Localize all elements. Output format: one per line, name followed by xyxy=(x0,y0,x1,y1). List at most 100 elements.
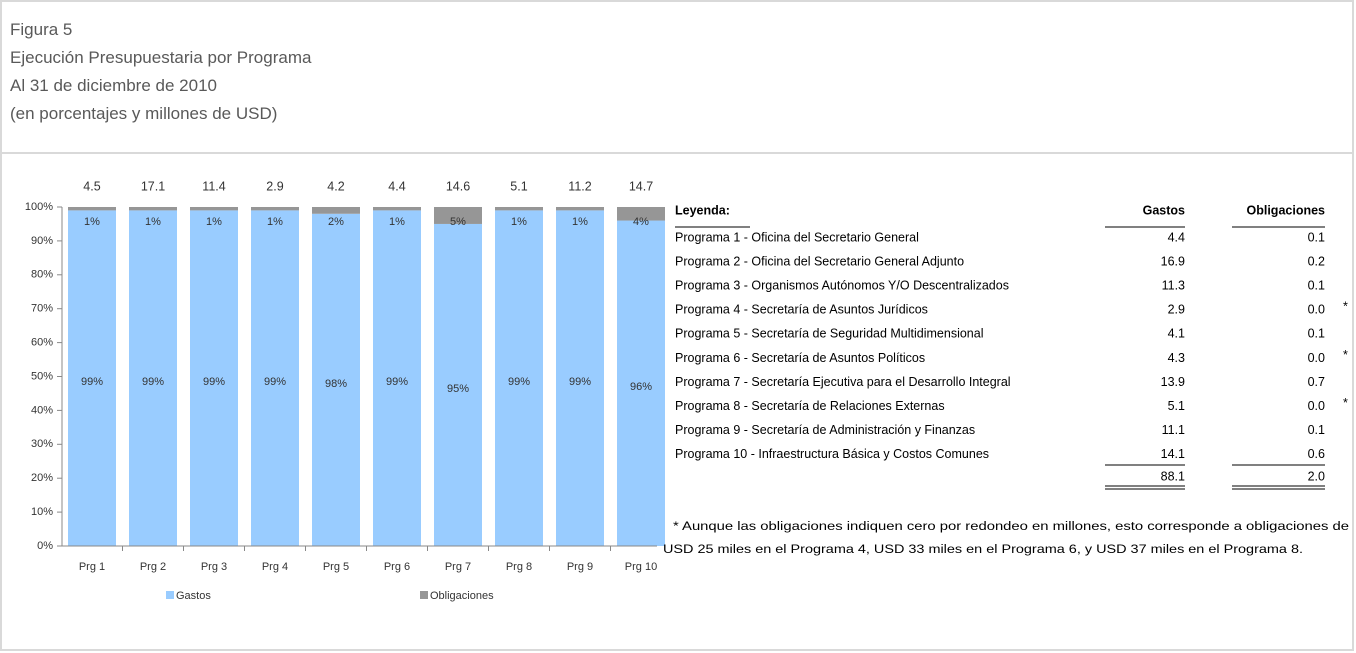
row-name: Programa 1 - Oficina del Secretario Gene… xyxy=(675,230,919,244)
value-label: 1% xyxy=(572,216,588,228)
row-name: Programa 9 - Secretaría de Administració… xyxy=(675,423,975,437)
title-line: Ejecución Presupuestaria por Programa xyxy=(10,48,312,67)
y-tick-label: 60% xyxy=(31,337,53,349)
figure-label: Figura 5 xyxy=(10,20,72,39)
row-name: Programa 8 - Secretaría de Relaciones Ex… xyxy=(675,399,945,413)
total-label: 17.1 xyxy=(141,179,165,193)
header-frame xyxy=(0,0,1354,154)
y-tick-label: 30% xyxy=(31,438,53,450)
row-gastos: 11.3 xyxy=(1162,278,1185,292)
total-label: 14.6 xyxy=(446,179,470,193)
total-label: 4.4 xyxy=(388,179,405,193)
row-obligaciones: 0.0 xyxy=(1308,303,1325,317)
value-label: 95% xyxy=(447,383,469,395)
y-tick-label: 100% xyxy=(25,201,53,213)
row-name: Programa 6 - Secretaría de Asuntos Polít… xyxy=(675,351,925,365)
x-tick-label: Prg 1 xyxy=(79,561,105,573)
total-gastos: 88.1 xyxy=(1161,469,1185,483)
value-label: 99% xyxy=(203,376,225,388)
row-gastos: 4.4 xyxy=(1168,230,1185,244)
value-label: 99% xyxy=(386,376,408,388)
row-name: Programa 7 - Secretaría Ejecutiva para e… xyxy=(675,375,1011,389)
column-header: Obligaciones xyxy=(1247,203,1326,217)
value-label: 1% xyxy=(206,216,222,228)
legend-swatch xyxy=(166,591,174,599)
bar-segment xyxy=(190,207,238,211)
row-obligaciones: 0.1 xyxy=(1308,423,1325,437)
row-name: Programa 3 - Organismos Autónomos Y/O De… xyxy=(675,278,1009,292)
bar-segment xyxy=(68,207,116,211)
legend-label: Gastos xyxy=(176,590,211,602)
bar-segment xyxy=(251,207,299,211)
value-label: 1% xyxy=(267,216,283,228)
row-gastos: 4.1 xyxy=(1168,327,1185,341)
y-tick-label: 40% xyxy=(31,404,53,416)
y-tick-label: 20% xyxy=(31,472,53,484)
row-note: * xyxy=(1343,300,1348,314)
footnote: * Aunque las obligaciones indiquen cero … xyxy=(673,519,1349,533)
y-tick-label: 70% xyxy=(31,303,53,315)
row-obligaciones: 0.0 xyxy=(1308,351,1325,365)
row-name: Programa 10 - Infraestructura Básica y C… xyxy=(675,447,989,461)
value-label: 4% xyxy=(633,216,649,228)
bar-segment xyxy=(190,210,238,546)
total-label: 4.5 xyxy=(83,179,100,193)
title-line: Al 31 de diciembre de 2010 xyxy=(10,76,217,95)
bar-segment xyxy=(556,207,604,211)
y-tick-label: 0% xyxy=(37,540,53,552)
value-label: 1% xyxy=(511,216,527,228)
bar-segment xyxy=(617,207,665,221)
value-label: 5% xyxy=(450,216,466,228)
row-obligaciones: 0.6 xyxy=(1308,447,1325,461)
bar-segment xyxy=(434,207,482,224)
row-gastos: 2.9 xyxy=(1168,303,1185,317)
row-note: * xyxy=(1343,396,1348,410)
value-label: 2% xyxy=(328,216,344,228)
y-tick-label: 80% xyxy=(31,269,53,281)
bar-segment xyxy=(129,207,177,211)
table-title: Leyenda: xyxy=(675,203,730,217)
bar-segment xyxy=(251,210,299,546)
row-note: * xyxy=(1343,348,1348,362)
value-label: 1% xyxy=(389,216,405,228)
y-tick-label: 50% xyxy=(31,370,53,382)
x-tick-label: Prg 9 xyxy=(567,561,593,573)
x-tick-label: Prg 3 xyxy=(201,561,227,573)
bar-segment xyxy=(434,223,482,546)
row-obligaciones: 0.2 xyxy=(1308,254,1325,268)
bar-segment xyxy=(556,210,604,546)
value-label: 98% xyxy=(325,378,347,390)
bar-segment xyxy=(129,210,177,546)
row-name: Programa 5 - Secretaría de Seguridad Mul… xyxy=(675,327,984,341)
row-name: Programa 2 - Oficina del Secretario Gene… xyxy=(675,254,964,268)
value-label: 99% xyxy=(81,376,103,388)
value-label: 96% xyxy=(630,381,652,393)
total-label: 4.2 xyxy=(327,179,344,193)
y-tick-label: 90% xyxy=(31,235,53,247)
x-tick-label: Prg 8 xyxy=(506,561,532,573)
row-gastos: 13.9 xyxy=(1161,375,1185,389)
bar-segment xyxy=(495,210,543,546)
x-tick-label: Prg 4 xyxy=(262,561,288,573)
legend-swatch xyxy=(420,591,428,599)
value-label: 99% xyxy=(508,376,530,388)
total-label: 14.7 xyxy=(629,179,653,193)
x-tick-label: Prg 6 xyxy=(384,561,410,573)
x-tick-label: Prg 7 xyxy=(445,561,471,573)
total-label: 2.9 xyxy=(266,179,283,193)
bar-segment xyxy=(312,213,360,546)
bar-segment xyxy=(373,210,421,546)
bar-segment xyxy=(495,207,543,211)
y-tick-label: 10% xyxy=(31,506,53,518)
row-gastos: 5.1 xyxy=(1168,399,1185,413)
row-obligaciones: 0.7 xyxy=(1308,375,1325,389)
x-tick-label: Prg 10 xyxy=(625,561,657,573)
footnote: USD 25 miles en el Programa 4, USD 33 mi… xyxy=(663,542,1303,556)
total-obligaciones: 2.0 xyxy=(1308,469,1325,483)
row-name: Programa 4 - Secretaría de Asuntos Juríd… xyxy=(675,303,928,317)
total-label: 11.2 xyxy=(568,179,591,193)
x-tick-label: Prg 2 xyxy=(140,561,166,573)
total-label: 11.4 xyxy=(202,179,225,193)
row-obligaciones: 0.0 xyxy=(1308,399,1325,413)
